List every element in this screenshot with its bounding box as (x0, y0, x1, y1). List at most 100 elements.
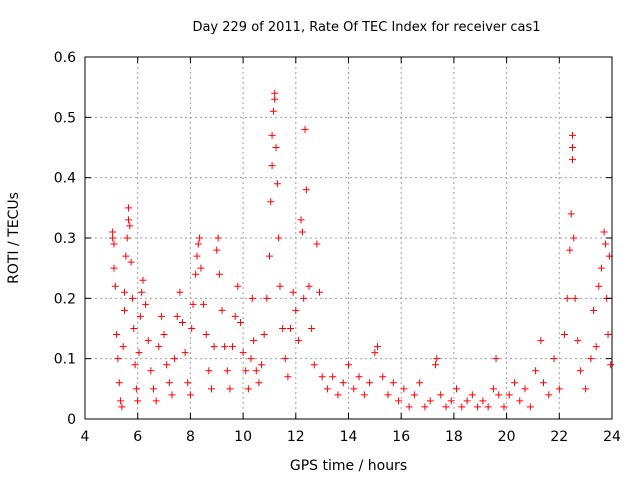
data-point (294, 337, 302, 345)
data-point (221, 343, 229, 351)
data-point (526, 403, 534, 411)
data-point (244, 385, 252, 393)
data-point (186, 391, 194, 399)
data-point (410, 391, 418, 399)
x-tick-label: 22 (550, 429, 568, 445)
data-point (205, 367, 213, 375)
y-tick-label: 0.6 (54, 50, 76, 66)
data-point (389, 379, 397, 387)
data-point (431, 361, 439, 369)
data-point (124, 204, 132, 212)
data-point (567, 210, 575, 218)
data-point (150, 385, 158, 393)
data-point (601, 240, 609, 248)
data-point (136, 312, 144, 320)
data-point (178, 318, 186, 326)
data-point (181, 349, 189, 357)
data-point (373, 343, 381, 351)
data-point (484, 403, 492, 411)
data-point (218, 306, 226, 314)
data-point (215, 270, 223, 278)
data-point (395, 397, 403, 405)
data-point (287, 325, 295, 332)
data-point (268, 131, 276, 139)
data-point (242, 367, 250, 375)
data-point (229, 343, 237, 351)
y-tick-label: 0.4 (54, 171, 76, 187)
data-point (207, 385, 215, 393)
data-point (479, 397, 487, 405)
data-point (110, 240, 118, 248)
data-point (289, 288, 297, 296)
data-point (163, 361, 171, 369)
grid (85, 57, 612, 419)
data-point (595, 282, 603, 290)
data-point (298, 228, 306, 236)
data-point (521, 385, 529, 393)
data-point (263, 294, 271, 302)
data-point (258, 361, 266, 369)
data-point (316, 288, 324, 296)
data-point (113, 331, 121, 339)
data-point (576, 367, 584, 375)
data-points (109, 89, 615, 411)
data-point (550, 355, 558, 363)
data-point (532, 367, 540, 375)
data-point (537, 337, 545, 345)
data-point (234, 282, 242, 290)
data-point (250, 337, 258, 345)
data-point (297, 216, 305, 224)
y-tick-label: 0.5 (54, 110, 76, 126)
x-tick-label: 12 (287, 429, 305, 445)
y-tick-label: 0.3 (54, 231, 76, 247)
data-point (568, 131, 576, 139)
data-point (384, 391, 392, 399)
data-point (155, 343, 163, 351)
data-point (122, 252, 130, 260)
data-point (334, 391, 342, 399)
x-tick-label: 8 (186, 429, 195, 445)
data-point (268, 162, 276, 170)
data-point (132, 385, 140, 393)
data-point (210, 343, 218, 351)
data-point (157, 312, 165, 320)
x-tick-label: 18 (445, 429, 463, 445)
data-point (566, 246, 574, 254)
data-point (539, 379, 547, 387)
data-point (597, 264, 605, 272)
y-tick-label: 0 (67, 412, 76, 428)
data-point (505, 391, 513, 399)
data-point (188, 325, 196, 332)
data-point (607, 361, 615, 369)
data-point (442, 403, 450, 411)
x-tick-label: 6 (133, 429, 142, 445)
data-point (128, 294, 136, 302)
data-point (323, 385, 331, 393)
data-point (511, 379, 519, 387)
data-point (135, 349, 143, 357)
data-point (355, 373, 363, 381)
data-point (437, 391, 445, 399)
data-point (458, 403, 466, 411)
data-point (284, 373, 292, 381)
data-point (121, 306, 129, 314)
data-point (193, 252, 201, 260)
data-point (555, 385, 563, 393)
data-point (118, 403, 126, 411)
data-point (117, 397, 125, 405)
data-point (313, 240, 321, 248)
data-point (194, 240, 202, 248)
data-point (248, 294, 256, 302)
data-point (121, 288, 129, 296)
data-point (231, 312, 239, 320)
data-point (110, 264, 118, 272)
data-point (275, 234, 283, 242)
data-point (271, 95, 279, 103)
data-point (308, 325, 316, 332)
x-tick-label: 24 (603, 429, 621, 445)
data-point (433, 355, 441, 363)
data-point (114, 355, 122, 363)
data-point (590, 306, 598, 314)
data-point (124, 216, 132, 224)
